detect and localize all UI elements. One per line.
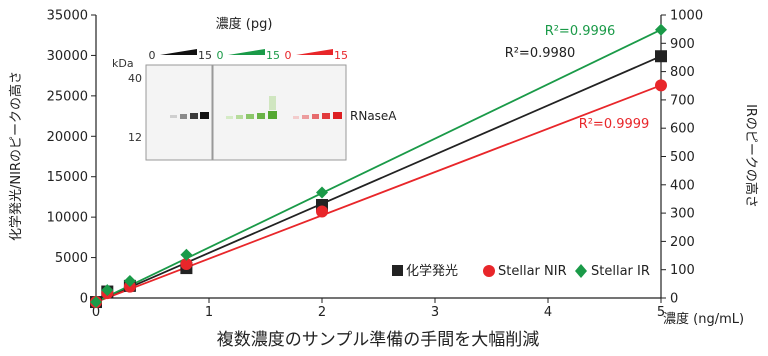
right-ticks: 0 100 200 300 400 500 600 700 800 900 1000 bbox=[661, 9, 703, 307]
left-tick-label: 0 bbox=[80, 292, 88, 307]
legend: 化学発光 Stellar NIR Stellar IR bbox=[392, 263, 650, 279]
data-point-series-2 bbox=[123, 275, 136, 288]
r2-label-stellar-ir: R²=0.9996 bbox=[545, 24, 616, 39]
right-tick-label: 700 bbox=[670, 93, 695, 108]
ramp-black-start: 0 bbox=[149, 49, 156, 62]
ramp-black-triangle bbox=[160, 49, 197, 55]
data-point-series-2 bbox=[180, 248, 193, 261]
ramp-green-triangle bbox=[228, 49, 265, 55]
blot-panel-fluorescence bbox=[212, 64, 347, 161]
band-red-5 bbox=[333, 112, 342, 119]
data-point-series-1 bbox=[180, 258, 193, 271]
band-black-1 bbox=[170, 115, 177, 118]
x-tick-label: 3 bbox=[431, 305, 439, 320]
band-red-1 bbox=[293, 116, 299, 119]
marker-40: 40 bbox=[128, 72, 142, 85]
ramp-black-end: 15 bbox=[198, 49, 212, 62]
x-tick-label: 5 bbox=[657, 305, 665, 320]
right-tick-label: 300 bbox=[670, 207, 695, 222]
right-tick-label: 1000 bbox=[670, 9, 703, 24]
inset-title: 濃度 (pg) bbox=[216, 16, 273, 32]
right-tick-label: 100 bbox=[670, 263, 695, 278]
y-axis-left-title: 化学発光/NIRのピークの高さ bbox=[8, 71, 24, 241]
x-axis-title: 複数濃度のサンプル準備の手間を大幅削減 bbox=[217, 330, 540, 350]
legend-marker-stellar-nir bbox=[483, 265, 495, 277]
band-green-4 bbox=[257, 113, 265, 119]
band-green-1 bbox=[226, 116, 233, 119]
data-point-series-2 bbox=[101, 284, 114, 297]
x-tick-label: 2 bbox=[318, 305, 326, 320]
x-tick-label: 0 bbox=[92, 305, 100, 320]
right-tick-label: 800 bbox=[670, 65, 695, 80]
data-point-series-2 bbox=[90, 295, 102, 308]
x-tick-label: 1 bbox=[205, 305, 213, 320]
ramp-green-end: 15 bbox=[266, 49, 280, 62]
x-axis-unit-label: 濃度 (ng/mL) bbox=[663, 311, 744, 327]
legend-marker-stellar-ir bbox=[575, 264, 587, 278]
legend-marker-chemiluminescence bbox=[392, 265, 403, 276]
right-tick-label: 400 bbox=[670, 178, 695, 193]
ramp-red-start: 0 bbox=[285, 49, 292, 62]
band-black-4 bbox=[200, 112, 209, 119]
left-tick-label: 10000 bbox=[47, 211, 88, 226]
right-tick-label: 900 bbox=[670, 37, 695, 52]
r2-label-chemiluminescence: R²=0.9980 bbox=[505, 46, 576, 61]
legend-label-chemiluminescence: 化学発光 bbox=[406, 263, 458, 279]
data-markers bbox=[90, 23, 667, 309]
kda-label: kDa bbox=[112, 57, 134, 70]
marker-12: 12 bbox=[128, 131, 142, 144]
band-green-smear bbox=[269, 96, 276, 110]
band-black-3 bbox=[190, 113, 198, 119]
band-red-3 bbox=[312, 114, 319, 119]
legend-label-stellar-ir: Stellar IR bbox=[591, 264, 650, 279]
data-point-series-0 bbox=[655, 50, 667, 63]
right-tick-label: 200 bbox=[670, 235, 695, 250]
left-tick-label: 30000 bbox=[47, 49, 88, 64]
legend-label-stellar-nir: Stellar NIR bbox=[498, 264, 567, 279]
ramp-red-triangle bbox=[296, 49, 333, 55]
left-tick-label: 15000 bbox=[47, 170, 88, 185]
left-tick-label: 25000 bbox=[47, 89, 88, 104]
data-point-series-1 bbox=[655, 79, 667, 92]
band-green-5 bbox=[268, 111, 277, 119]
right-tick-label: 0 bbox=[670, 292, 678, 307]
left-tick-label: 20000 bbox=[47, 130, 88, 145]
data-point-series-2 bbox=[655, 23, 667, 36]
western-blot-inset: 濃度 (pg) 0 15 0 15 0 15 kDa 40 12 bbox=[112, 16, 397, 161]
y-axis-right-title: IRのピークの高さ bbox=[743, 104, 759, 208]
data-point-series-1 bbox=[316, 205, 328, 218]
left-tick-label: 35000 bbox=[47, 9, 88, 24]
band-green-2 bbox=[236, 115, 243, 119]
left-tick-label: 5000 bbox=[55, 251, 88, 266]
band-red-2 bbox=[302, 115, 309, 119]
r2-label-stellar-nir: R²=0.9999 bbox=[579, 117, 650, 132]
ramp-green-start: 0 bbox=[217, 49, 224, 62]
band-label: RNaseA bbox=[350, 109, 397, 123]
band-red-4 bbox=[322, 113, 330, 119]
band-green-3 bbox=[246, 114, 254, 119]
right-tick-label: 500 bbox=[670, 150, 695, 165]
x-ticks: 0 1 2 3 4 5 bbox=[92, 298, 665, 320]
left-ticks: 0 5000 10000 15000 20000 25000 30000 35000 bbox=[47, 9, 96, 307]
ramp-red-end: 15 bbox=[334, 49, 348, 62]
band-black-2 bbox=[180, 114, 187, 119]
data-point-series-2 bbox=[316, 186, 328, 199]
x-tick-label: 4 bbox=[544, 305, 552, 320]
right-tick-label: 600 bbox=[670, 122, 695, 137]
